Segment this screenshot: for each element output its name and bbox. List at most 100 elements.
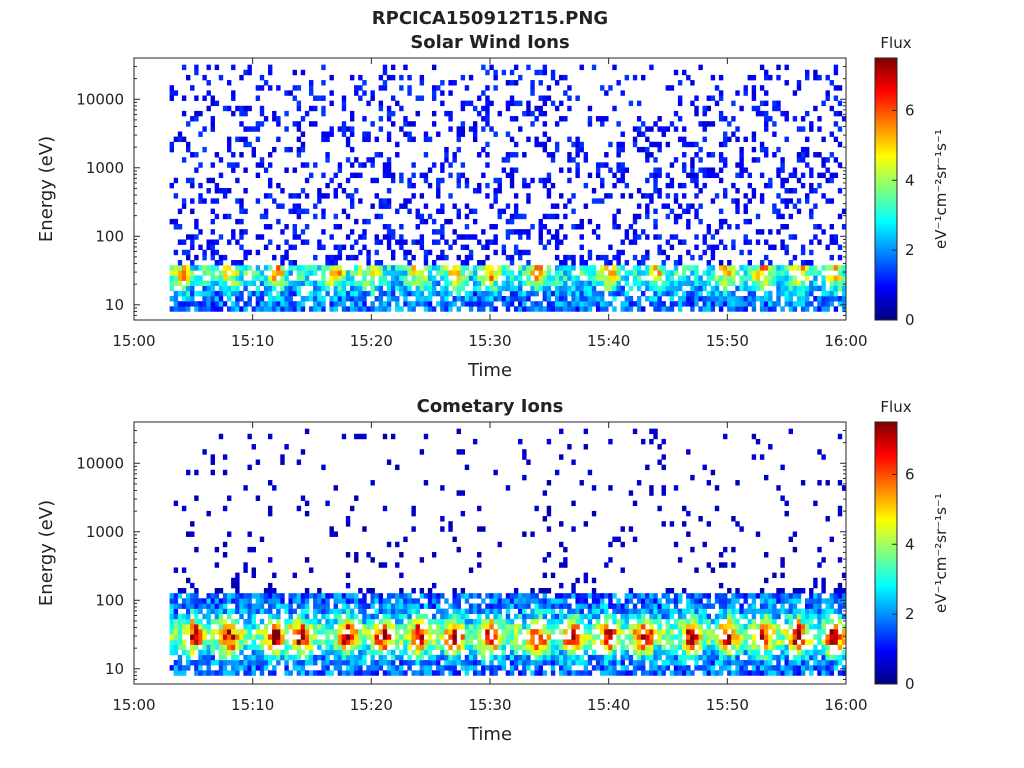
heat-cell — [288, 603, 293, 609]
heat-cell — [780, 654, 785, 661]
heat-cell — [583, 444, 589, 450]
heat-cell — [378, 598, 384, 604]
heat-cell — [304, 110, 310, 117]
heat-cell — [591, 265, 597, 271]
heat-cell — [661, 265, 666, 271]
heat-cell — [677, 213, 683, 220]
heat-cell — [657, 249, 662, 256]
heat-cell — [477, 670, 482, 676]
heat-cell — [386, 541, 392, 548]
heat-cell — [472, 131, 478, 137]
heat-cell — [493, 234, 498, 240]
heat-cell — [255, 285, 261, 292]
heat-cell — [276, 624, 281, 630]
heat-cell — [735, 296, 740, 302]
heat-cell — [251, 644, 256, 651]
heat-cell — [382, 306, 388, 312]
heat-cell — [673, 265, 679, 271]
heat-cell — [333, 296, 338, 302]
heat-cell — [304, 588, 310, 594]
heat-cell — [522, 249, 527, 256]
heat-cell — [493, 285, 498, 292]
heat-cell — [628, 624, 634, 630]
heat-cell — [362, 131, 367, 137]
heat-cell — [686, 301, 691, 307]
heat-cell — [665, 306, 671, 312]
heat-cell — [255, 234, 261, 240]
heat-cell — [358, 162, 363, 168]
heat-cell — [186, 285, 191, 292]
heat-cell — [706, 280, 712, 287]
heat-cell — [718, 116, 724, 122]
heat-cell — [390, 234, 396, 240]
heat-cell — [788, 285, 794, 292]
heat-cell — [403, 265, 408, 271]
heat-cell — [358, 665, 363, 671]
heat-cell — [694, 275, 699, 281]
heat-cell — [600, 177, 605, 184]
heat-cell — [653, 665, 658, 671]
heat-cell — [829, 239, 834, 245]
heat-cell — [194, 110, 199, 117]
heat-cell — [612, 649, 617, 656]
heat-cell — [550, 157, 556, 163]
heat-cell — [395, 265, 400, 271]
heat-cell — [559, 428, 564, 435]
heat-cell — [341, 270, 347, 276]
heat-cell — [423, 644, 429, 651]
heat-cell — [345, 270, 351, 276]
heat-cell — [444, 270, 449, 276]
heat-cell — [214, 188, 220, 194]
heat-cell — [690, 474, 695, 481]
heat-cell — [362, 608, 367, 615]
heat-cell — [472, 301, 478, 307]
heat-cell — [317, 306, 322, 312]
heat-cell — [612, 285, 617, 292]
heat-cell — [755, 670, 761, 676]
heat-cell — [304, 624, 310, 630]
heat-cell — [407, 131, 412, 137]
heat-cell — [358, 629, 363, 635]
heat-cell — [718, 265, 724, 271]
heat-cell — [280, 260, 285, 266]
heat-cell — [411, 639, 416, 645]
heat-cell — [723, 116, 728, 122]
heat-cell — [390, 665, 396, 671]
heat-cell — [243, 593, 248, 599]
heat-cell — [727, 275, 732, 281]
heat-cell — [358, 290, 363, 297]
heat-cell — [263, 285, 269, 292]
heat-cell — [403, 254, 408, 261]
heat-cell — [723, 162, 728, 168]
heat-cell — [587, 593, 593, 599]
heat-cell — [337, 649, 343, 656]
heat-cell — [313, 265, 318, 271]
heat-cell — [489, 224, 494, 230]
heat-cell — [186, 306, 191, 312]
heat-cell — [431, 110, 437, 117]
heat-cell — [825, 198, 830, 204]
heat-cell — [226, 598, 232, 604]
heat-cell — [362, 290, 367, 297]
heat-cell — [276, 598, 281, 604]
heat-cell — [739, 649, 744, 656]
heat-cell — [583, 660, 589, 666]
heat-cell — [821, 275, 826, 281]
heat-cell — [436, 629, 441, 635]
heat-cell — [444, 598, 449, 604]
heat-cell — [710, 567, 716, 573]
heat-cell — [173, 670, 179, 676]
heat-cell — [796, 208, 802, 215]
heat-cell — [288, 193, 293, 199]
heat-cell — [456, 593, 461, 599]
heat-cell — [698, 516, 703, 522]
heat-cell — [210, 95, 215, 101]
heat-cell — [235, 593, 240, 599]
heat-cell — [714, 229, 720, 235]
heat-cell — [226, 275, 232, 281]
heat-cell — [796, 157, 802, 163]
heat-cell — [440, 90, 445, 96]
heat-cell — [718, 562, 724, 568]
heat-cell — [559, 454, 564, 460]
heat-cell — [235, 260, 240, 266]
